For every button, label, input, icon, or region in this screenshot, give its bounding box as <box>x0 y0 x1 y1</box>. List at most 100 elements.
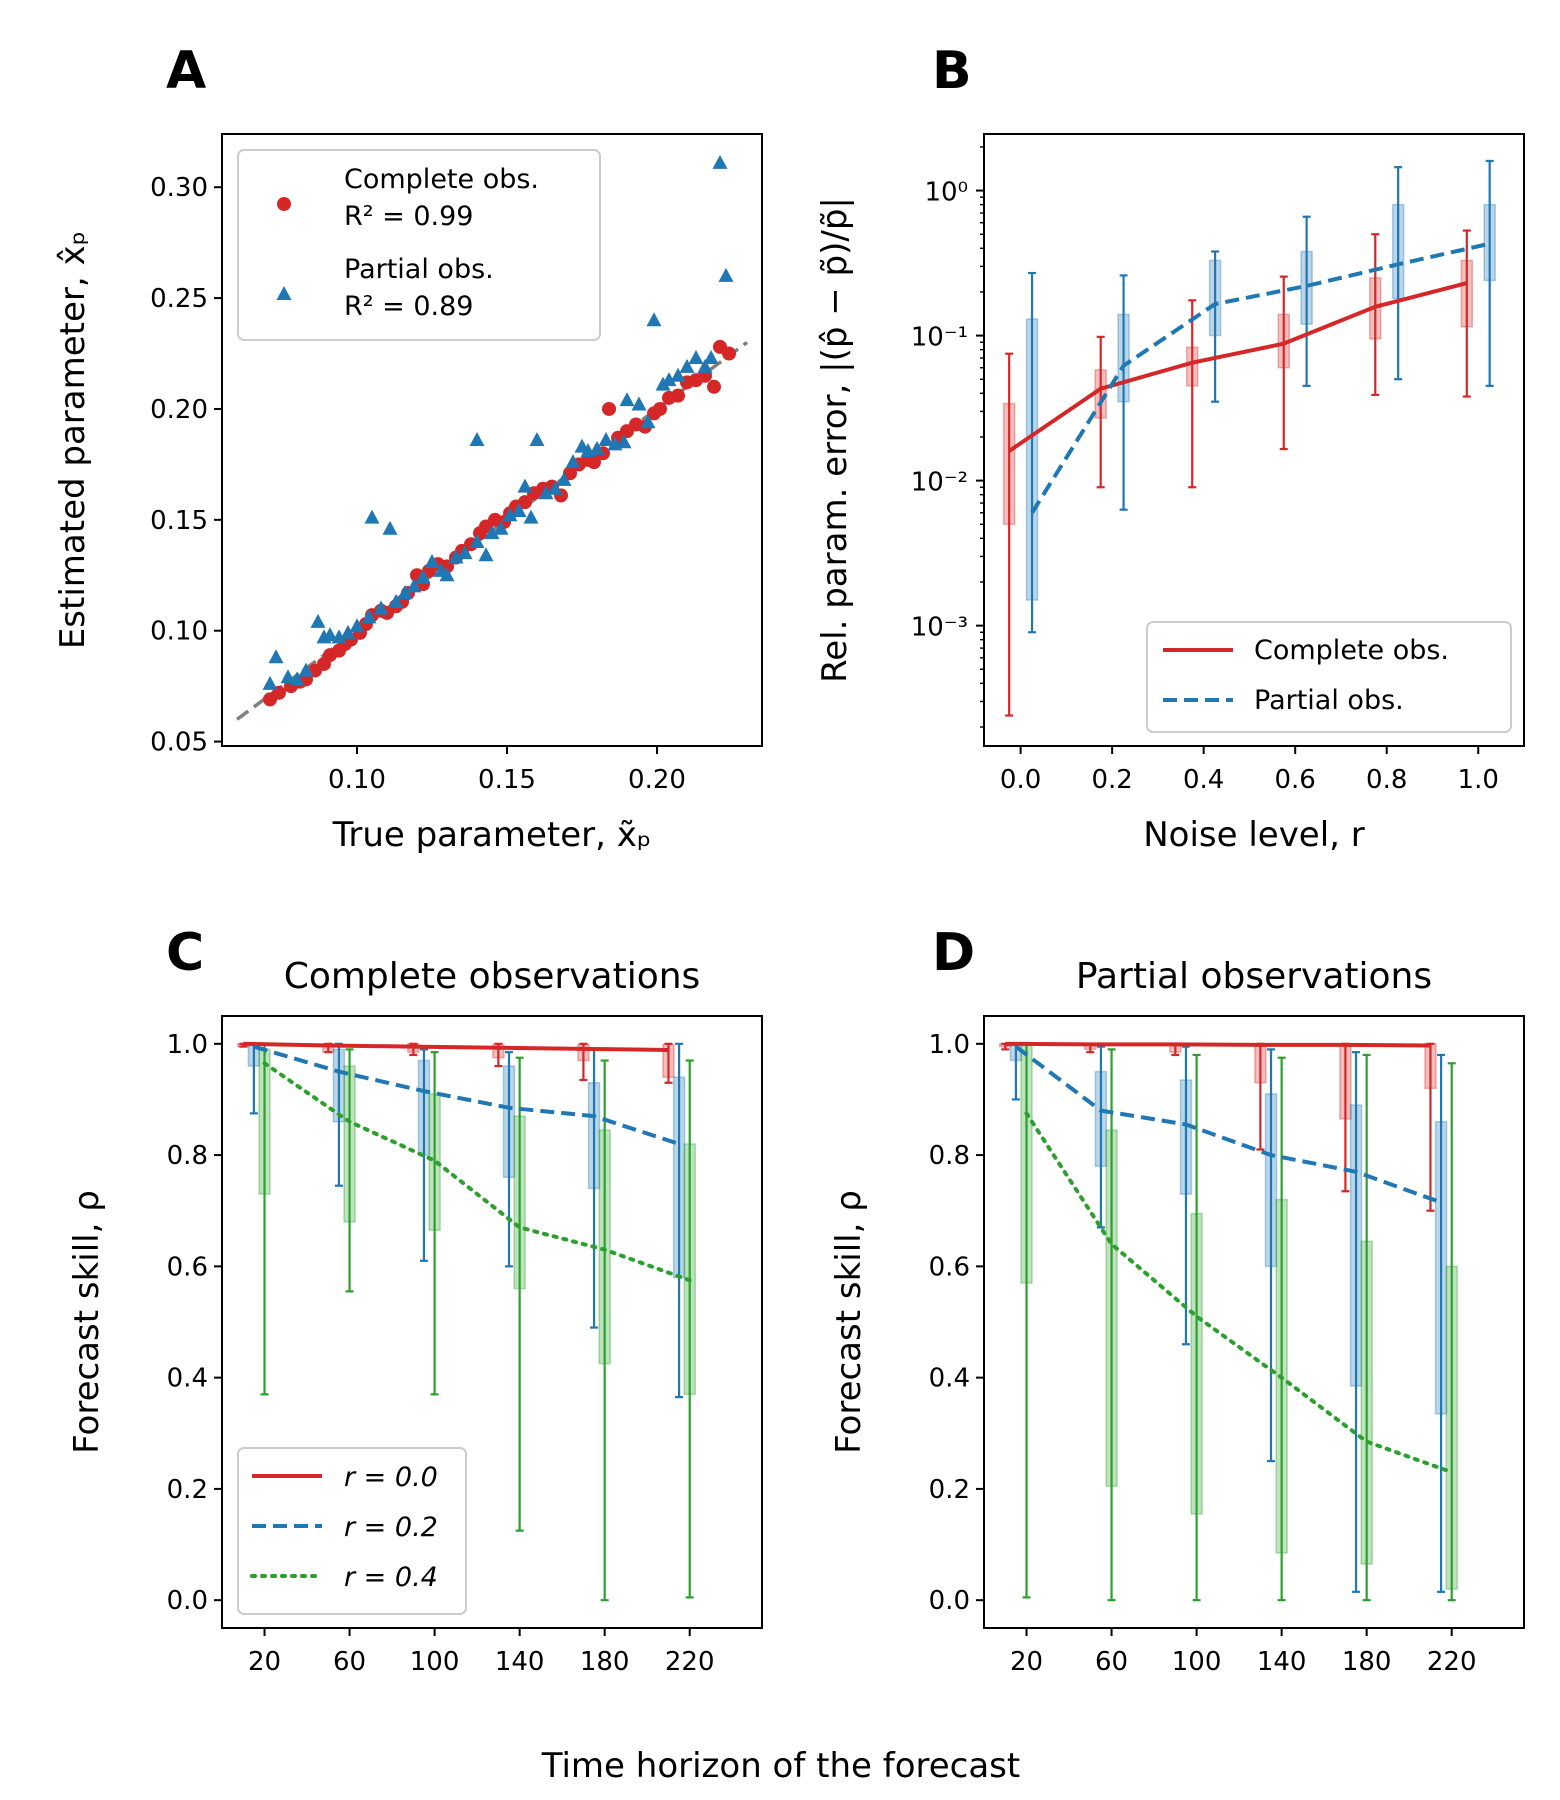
y-tick-label: 0.0 <box>167 1586 208 1616</box>
scatter-point-partial <box>640 414 656 429</box>
scatter-point-partial <box>511 502 527 517</box>
x-tick-label: 20 <box>1010 1647 1043 1677</box>
panel-letter: A <box>166 41 206 101</box>
y-tick-label: 10⁻² <box>911 468 968 498</box>
scatter-point-complete <box>653 401 667 416</box>
plot-frame <box>983 1015 1525 1629</box>
panel-letter: D <box>932 923 975 983</box>
scatter-point-complete <box>602 401 616 416</box>
y-tick-label: 0.6 <box>929 1252 970 1282</box>
scatter-point-partial <box>517 478 533 493</box>
x-tick-label: 140 <box>1257 1647 1307 1677</box>
plot-frame <box>983 133 1525 747</box>
scatter-point-partial <box>688 349 704 364</box>
median-line-blue <box>253 1044 680 1146</box>
legend: Complete obs. Partial obs. <box>1146 621 1512 733</box>
scatter-point-partial <box>373 600 389 615</box>
panel-a: A 0.10 0.15 0.20 0.05 0.10 0.15 0.20 0.25 0.30 Tru… <box>53 41 763 855</box>
scatter-point-partial <box>397 585 413 599</box>
scatter-point-partial <box>322 627 338 642</box>
legend-label-partial: Partial obs. <box>344 254 494 285</box>
legend: Complete obs. R² = 0.99 Partial obs. R² = 0… <box>237 149 601 341</box>
y-tick-label: 10⁻¹ <box>911 323 968 353</box>
y-axis-label: Estimated parameter, x̂ₚ <box>53 231 93 649</box>
legend-box <box>237 1447 467 1615</box>
x-tick-label: 0.4 <box>1183 765 1224 795</box>
scatter-point-partial <box>502 507 518 522</box>
scatter-point-complete <box>587 455 601 470</box>
x-tick-label: 60 <box>1095 1647 1128 1677</box>
panel-letter: B <box>932 41 972 101</box>
scatter-point-partial <box>556 471 572 486</box>
scatter-point-partial <box>415 569 431 584</box>
scatter-point-partial <box>361 609 377 624</box>
scatter-point-partial <box>331 629 347 644</box>
scatter-point-complete <box>518 495 532 510</box>
x-tick-label: 180 <box>1342 1647 1392 1677</box>
scatter-point-partial <box>703 349 719 364</box>
y-tick-label: 0.0 <box>929 1586 970 1616</box>
y-axis-label: Forecast skill, ρ <box>67 1190 107 1454</box>
y-tick-label: 0.25 <box>150 284 208 314</box>
x-tick-label: 140 <box>495 1647 545 1677</box>
x-tick-label: 100 <box>1172 1647 1222 1677</box>
panel-title: Partial observations <box>1076 956 1432 997</box>
scatter-point-complete <box>707 379 721 394</box>
median-line-blue <box>1014 1045 1442 1205</box>
scatter-point-partial <box>538 485 554 500</box>
x-tick-label: 0.20 <box>628 765 686 795</box>
x-tick-label: 0.15 <box>478 765 536 795</box>
scatter-point-partial <box>406 578 422 593</box>
scatter-point-partial <box>493 520 509 535</box>
x-tick-label: 220 <box>1427 1647 1477 1677</box>
scatter-point-partial <box>478 547 494 562</box>
x-tick-label: 60 <box>333 1647 366 1677</box>
median-line-red <box>1008 281 1468 453</box>
scatter-point-partial <box>616 434 632 449</box>
legend-label-complete: Complete obs. <box>1254 635 1449 666</box>
x-axis-label: True parameter, x̃ₚ <box>332 815 652 855</box>
legend: r = 0.0 r = 0.2 r = 0.4 <box>237 1447 467 1615</box>
panel-b: B 0.0 0.2 0.4 0.6 0.8 1.0 10⁻³ 10⁻² 10⁻¹ 10⁰ Noise … <box>815 41 1525 855</box>
y-tick-label: 0.2 <box>167 1475 208 1505</box>
panel-d: D Partial observations 20 60 100 140 180 220 0.0… <box>829 923 1525 1677</box>
scatter-point-partial <box>448 549 464 564</box>
x-tick-label: 20 <box>248 1647 281 1677</box>
y-tick-label: 0.8 <box>929 1141 970 1171</box>
legend-label-red: r = 0.0 <box>344 1462 438 1493</box>
legend-r2-partial: R² = 0.89 <box>344 291 474 322</box>
scatter-point-partial <box>598 432 614 446</box>
y-tick-label: 0.4 <box>167 1364 208 1394</box>
legend-marker-partial <box>276 286 292 300</box>
scatter-point-partial <box>457 545 473 560</box>
median-line-green <box>1024 1111 1454 1475</box>
scatter-point-partial <box>298 662 314 677</box>
legend-label-blue: r = 0.2 <box>344 1512 438 1543</box>
y-tick-label: 1.0 <box>167 1030 208 1060</box>
x-tick-label: 180 <box>580 1647 630 1677</box>
y-tick-label: 0.6 <box>167 1252 208 1282</box>
plot-frame <box>221 1015 763 1629</box>
x-tick-label: 1.0 <box>1458 765 1499 795</box>
scatter-point-partial <box>268 649 284 664</box>
x-tick-label: 0.10 <box>328 765 386 795</box>
y-axis-label: Rel. param. error, |(p̂ − p̃)/p̃| <box>815 197 855 683</box>
y-tick-label: 10⁻³ <box>911 613 968 643</box>
y-tick-label: 1.0 <box>929 1030 970 1060</box>
scatter-point-partial <box>718 267 734 282</box>
y-tick-label: 0.8 <box>167 1141 208 1171</box>
y-axis-label: Forecast skill, ρ <box>829 1190 869 1454</box>
panel-letter: C <box>166 923 204 983</box>
y-tick-label: 0.2 <box>929 1475 970 1505</box>
panel-title: Complete observations <box>284 956 701 997</box>
x-tick-label: 0.6 <box>1275 765 1316 795</box>
scatter-point-partial <box>262 675 278 690</box>
x-tick-label: 0.8 <box>1366 765 1407 795</box>
scatter-point-partial <box>589 440 605 455</box>
y-tick-label: 0.05 <box>150 728 208 758</box>
scatter-point-partial <box>382 520 398 535</box>
legend-r2-complete: R² = 0.99 <box>344 201 474 232</box>
scatter-point-complete <box>722 346 736 361</box>
median-line-red <box>243 1041 669 1052</box>
x-tick-label: 220 <box>665 1647 715 1677</box>
